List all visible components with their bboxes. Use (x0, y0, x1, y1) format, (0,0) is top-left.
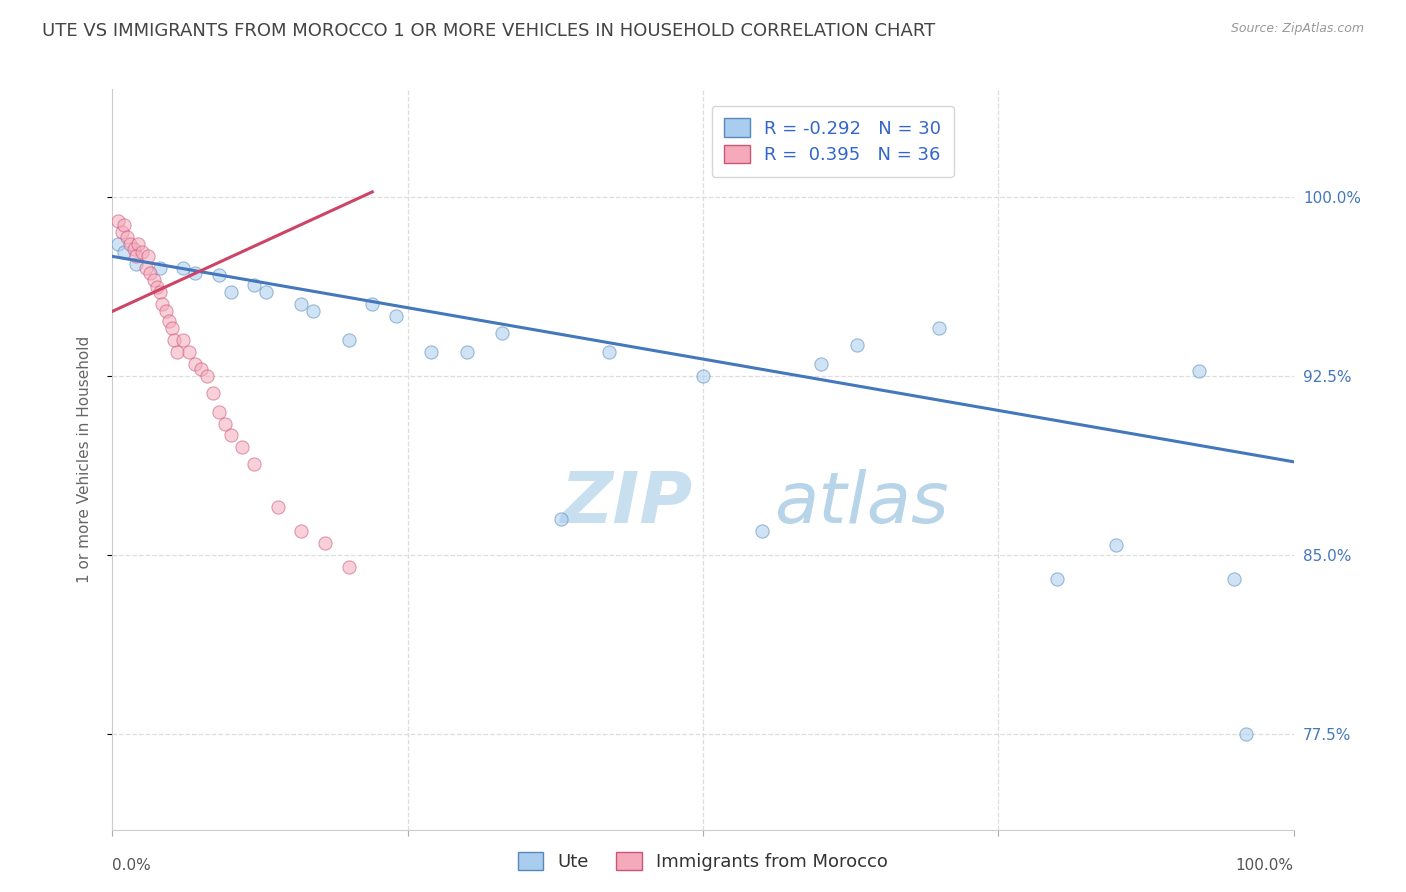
Text: ZIP: ZIP (561, 469, 693, 538)
Point (219, 428, 242, 442)
Point (160, 321, 183, 335)
Point (131, 244, 153, 259)
Point (491, 326, 513, 340)
Point (1223, 572, 1246, 586)
Point (155, 304, 177, 318)
Point (337, 333, 360, 347)
Point (243, 457, 266, 471)
Point (149, 285, 172, 300)
Point (385, 309, 408, 323)
Point (107, 237, 129, 252)
Point (1234, 727, 1257, 741)
Point (125, 256, 148, 270)
Point (195, 368, 218, 383)
Y-axis label: 1 or more Vehicles in Household: 1 or more Vehicles in Household (77, 335, 91, 583)
Point (166, 345, 188, 359)
Point (179, 345, 201, 359)
Point (157, 314, 180, 328)
Point (692, 368, 714, 383)
Point (810, 357, 832, 371)
Point (214, 417, 236, 431)
Point (243, 278, 266, 293)
Point (361, 297, 384, 311)
Point (208, 404, 231, 418)
Point (302, 304, 325, 318)
Point (231, 441, 253, 455)
Point (928, 321, 950, 335)
Point (127, 237, 149, 252)
Point (219, 285, 242, 300)
Point (184, 266, 207, 280)
Point (208, 268, 231, 283)
Point (139, 266, 162, 280)
Point (136, 249, 159, 263)
Point (172, 333, 194, 347)
Text: UTE VS IMMIGRANTS FROM MOROCCO 1 OR MORE VEHICLES IN HOUSEHOLD CORRELATION CHART: UTE VS IMMIGRANTS FROM MOROCCO 1 OR MORE… (42, 22, 935, 40)
Point (201, 385, 224, 400)
Point (290, 524, 312, 538)
Point (120, 237, 142, 252)
Point (184, 357, 207, 371)
Point (112, 244, 135, 259)
Point (751, 524, 773, 538)
Point (420, 345, 443, 359)
Point (267, 500, 290, 515)
Point (1046, 572, 1069, 586)
Point (337, 559, 360, 574)
Text: 0.0%: 0.0% (112, 858, 152, 873)
Point (314, 536, 336, 550)
Point (456, 345, 478, 359)
Text: Source: ZipAtlas.com: Source: ZipAtlas.com (1230, 22, 1364, 36)
Point (115, 230, 138, 244)
Point (125, 249, 148, 263)
Point (135, 261, 157, 276)
Point (550, 512, 572, 526)
Point (112, 219, 135, 233)
Point (1188, 364, 1211, 378)
Point (845, 337, 868, 351)
Legend: Ute, Immigrants from Morocco: Ute, Immigrants from Morocco (510, 846, 896, 879)
Text: 100.0%: 100.0% (1236, 858, 1294, 873)
Point (254, 285, 277, 300)
Point (107, 213, 129, 227)
Point (190, 361, 212, 376)
Point (142, 273, 165, 287)
Point (290, 297, 312, 311)
Point (122, 242, 145, 256)
Point (163, 333, 186, 347)
Point (149, 261, 172, 276)
Text: atlas: atlas (773, 469, 949, 538)
Point (111, 226, 134, 240)
Point (146, 280, 169, 294)
Point (172, 261, 194, 276)
Point (150, 297, 173, 311)
Point (598, 345, 620, 359)
Point (1105, 538, 1128, 552)
Legend: R = -0.292   N = 30, R =  0.395   N = 36: R = -0.292 N = 30, R = 0.395 N = 36 (711, 105, 953, 177)
